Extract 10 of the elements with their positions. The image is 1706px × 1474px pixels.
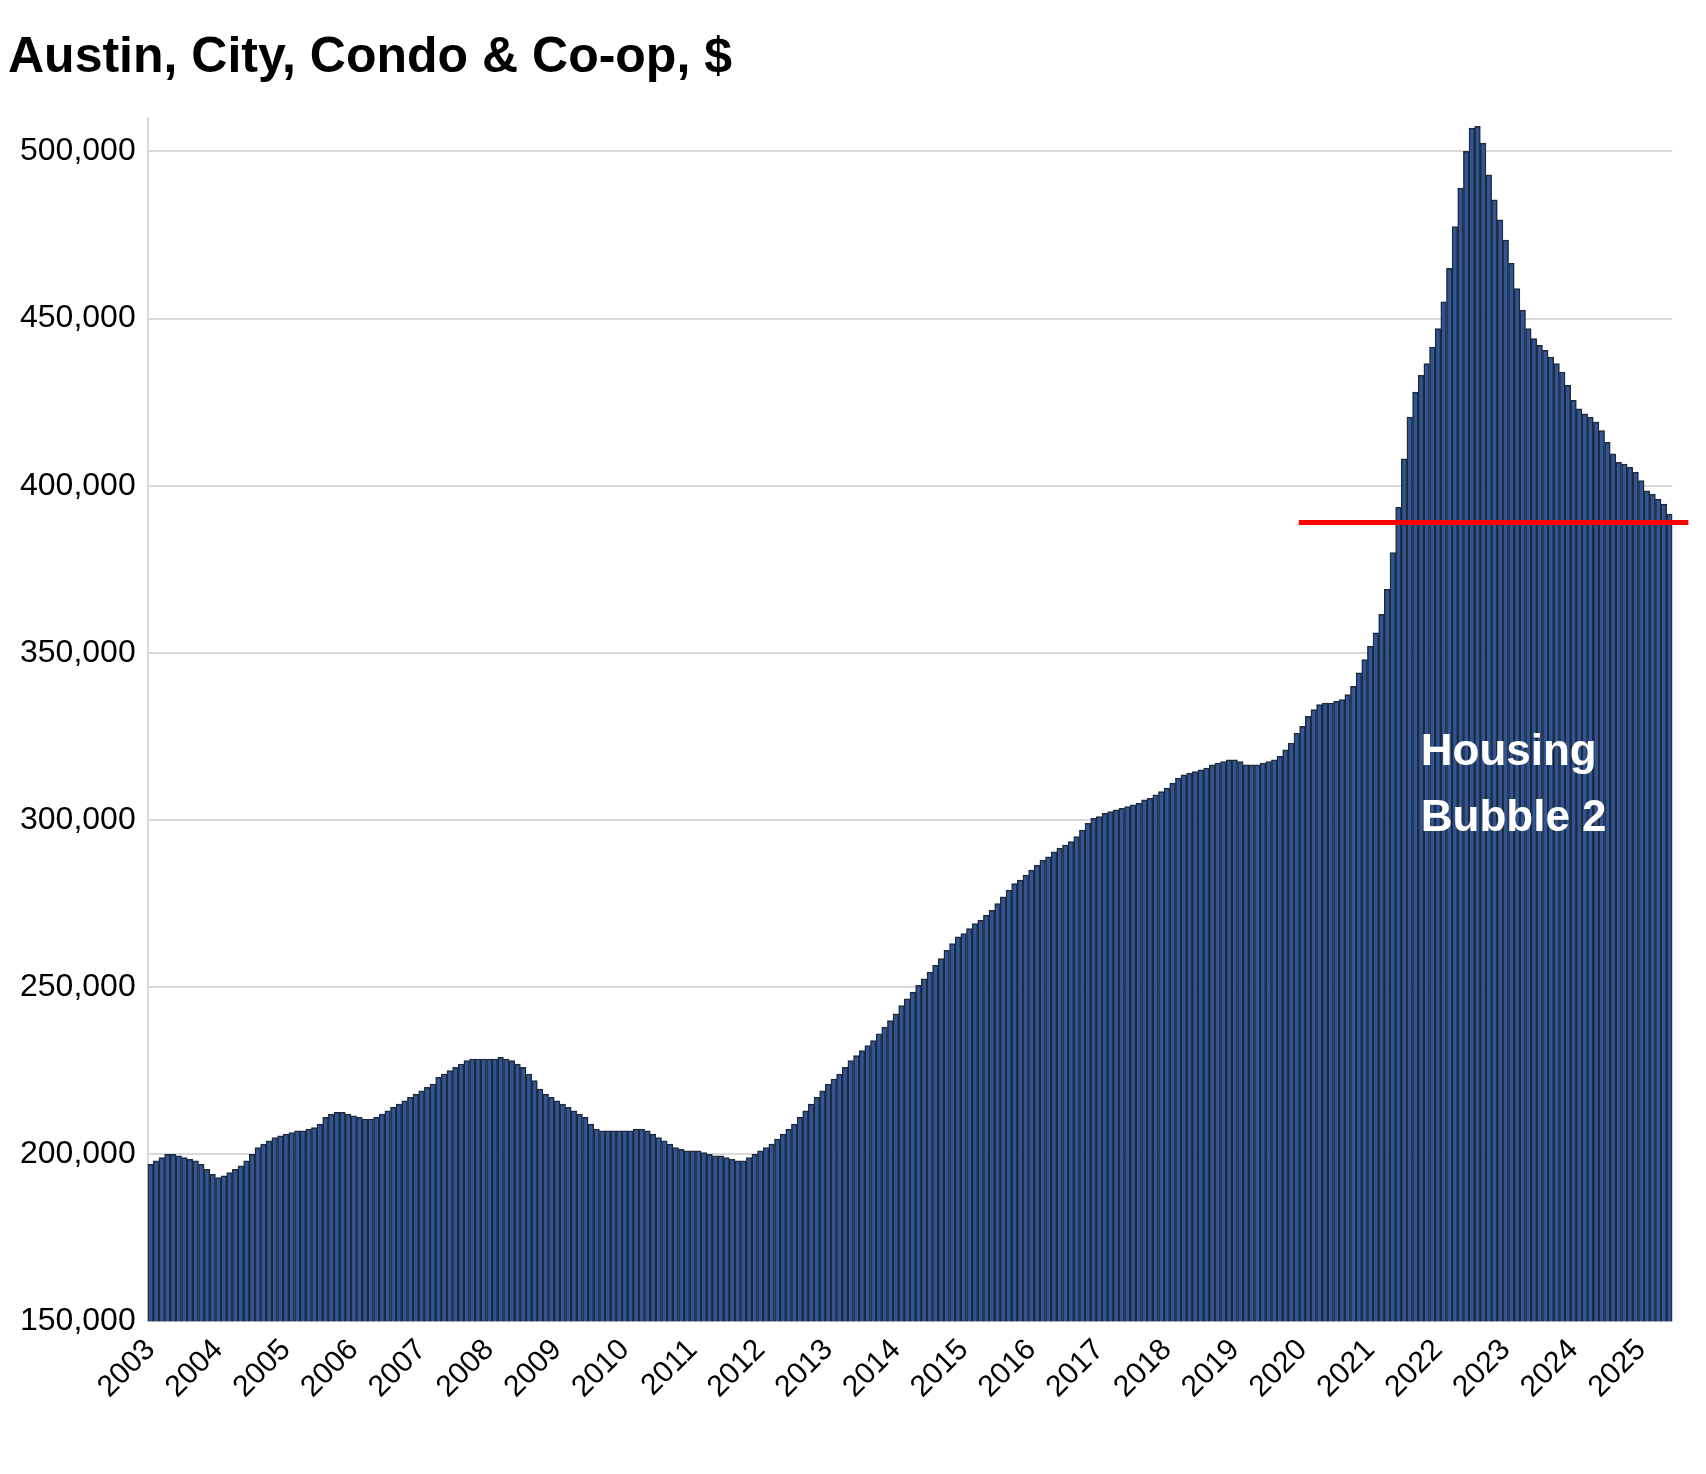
- y-tick-label: 150,000: [20, 1301, 136, 1338]
- y-tick-label: 250,000: [20, 966, 136, 1003]
- y-tick-label: 300,000: [20, 799, 136, 836]
- y-tick-label: 400,000: [20, 465, 136, 502]
- y-tick-label: 200,000: [20, 1134, 136, 1171]
- y-tick-label: 350,000: [20, 632, 136, 669]
- y-tick-label: 450,000: [20, 298, 136, 335]
- annotation: Housing Bubble 2: [1420, 725, 1607, 841]
- chart-title: Austin, City, Condo & Co-op, $: [8, 26, 733, 83]
- y-tick-label: 500,000: [20, 131, 136, 168]
